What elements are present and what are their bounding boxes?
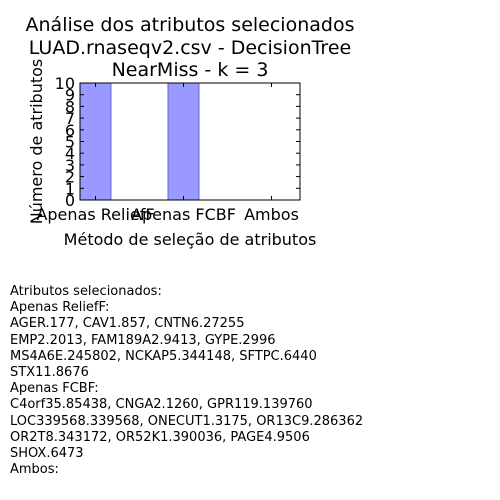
info-line: EMP2.2013, FAM189A2.9413, GYPE.2996: [10, 332, 276, 348]
chart-title-line-2: LUAD.rnaseqv2.csv - DecisionTree: [28, 37, 352, 59]
info-line: MS4A6E.245802, NCKAP5.344148, SFTPC.6440: [10, 348, 317, 364]
bar-apenas-fcbf: [167, 82, 200, 201]
info-line: Apenas FCBF:: [10, 381, 99, 397]
x-tick-label: Apenas FCBF: [131, 205, 236, 224]
bar-apenas-relieff: [79, 82, 112, 201]
plot-area-frame: [79, 82, 301, 201]
chart-title-line-3: NearMiss - k = 3: [111, 59, 269, 81]
y-tick-label: 6: [65, 121, 75, 140]
y-tick-label: 2: [65, 168, 75, 187]
y-tick-label: 5: [65, 133, 75, 152]
y-tick-label: 9: [65, 86, 75, 105]
y-tick-label: 8: [65, 97, 75, 116]
info-line: OR2T8.343172, OR52K1.390036, PAGE4.9506: [10, 429, 310, 445]
info-line: C4orf35.85438, CNGA2.1260, GPR119.139760: [10, 397, 313, 413]
info-line: AGER.177, CAV1.857, CNTN6.27255: [10, 316, 245, 332]
info-line: STX11.8676: [10, 365, 89, 381]
info-line: Atributos selecionados:: [10, 284, 162, 299]
info-line: SHOX.6473: [10, 446, 84, 462]
x-tick-label: Ambos: [244, 205, 299, 224]
y-tick-label: 3: [65, 156, 75, 175]
info-line: Apenas ReliefF:: [10, 300, 110, 316]
y-tick-label: 7: [65, 109, 75, 128]
bars: [79, 82, 200, 201]
y-tick-label: 1: [65, 179, 75, 198]
selected-attributes-text: Atributos selecionados: Apenas ReliefF: AG…: [10, 284, 363, 478]
x-axis-label: Método de seleção de atributos: [64, 230, 317, 249]
x-tick-label: Apenas ReliefF: [36, 205, 154, 224]
info-line: LOC339568.339568, ONECUT1.3175, OR13C9.2…: [10, 413, 364, 429]
y-tick-label: 10: [55, 74, 75, 93]
y-axis-label: Número de atributos: [27, 59, 46, 225]
chart-title-line-1: Análise dos atributos selecionados: [25, 14, 355, 36]
y-tick-label: 4: [65, 144, 75, 163]
info-line: Ambos:: [10, 462, 59, 478]
y-tick-label: 0: [65, 191, 75, 210]
